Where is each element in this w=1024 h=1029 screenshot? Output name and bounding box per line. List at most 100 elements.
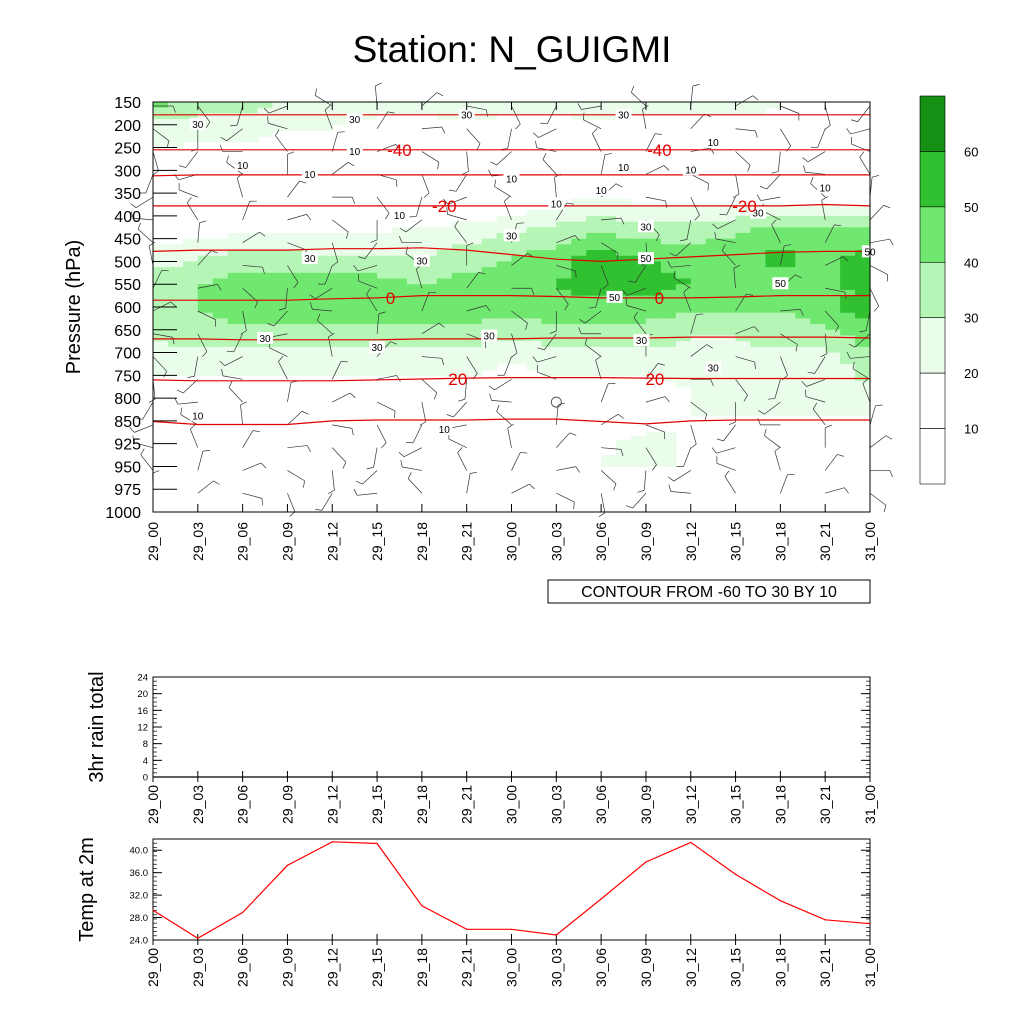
wind-barb-flag bbox=[130, 204, 136, 208]
humidity-cell bbox=[183, 256, 199, 262]
wind-barb bbox=[377, 402, 395, 411]
humidity-cell bbox=[795, 279, 811, 285]
humidity-cell bbox=[571, 222, 587, 228]
humidity-cell bbox=[721, 261, 737, 267]
humidity-cell bbox=[795, 370, 811, 376]
humidity-cell bbox=[751, 261, 767, 267]
humidity-cell bbox=[795, 210, 811, 216]
humidity-cell bbox=[377, 267, 393, 273]
y-tick-label: 600 bbox=[114, 300, 141, 317]
wind-barb bbox=[332, 393, 350, 402]
humidity-cell bbox=[810, 273, 826, 279]
wind-barb-flag bbox=[328, 490, 334, 493]
wind-barb bbox=[764, 436, 780, 448]
humidity-cell bbox=[795, 222, 811, 228]
humidity-cell bbox=[482, 347, 498, 353]
wind-barb-flag bbox=[406, 442, 413, 443]
humidity-cell bbox=[765, 301, 781, 307]
humidity-cell bbox=[258, 279, 274, 285]
humidity-cell bbox=[302, 284, 318, 290]
humidity-cell bbox=[168, 125, 184, 131]
humidity-cell bbox=[213, 330, 229, 336]
humidity-cell bbox=[332, 273, 348, 279]
humidity-cell bbox=[198, 370, 214, 376]
humidity-cell bbox=[721, 335, 737, 341]
humidity-cell bbox=[751, 335, 767, 341]
humidity-cell bbox=[362, 335, 378, 341]
humidity-cell bbox=[243, 136, 259, 142]
humidity-cell bbox=[512, 318, 528, 324]
y-tick-label: 16 bbox=[137, 706, 148, 717]
humidity-cell bbox=[153, 353, 169, 359]
humidity-cell bbox=[452, 318, 468, 324]
x-tick-label: 30_09 bbox=[638, 522, 654, 561]
wind-barb bbox=[717, 463, 736, 470]
humidity-cell bbox=[721, 307, 737, 313]
humidity-cell bbox=[437, 261, 453, 267]
humidity-cell bbox=[586, 284, 602, 290]
wind-barb-flag bbox=[668, 477, 674, 481]
humidity-cell bbox=[736, 250, 752, 256]
wind-barb-flag bbox=[574, 502, 575, 509]
humidity-cell bbox=[810, 341, 826, 347]
humidity-cell bbox=[795, 330, 811, 336]
humidity-cell bbox=[228, 273, 244, 279]
wind-barb-flag bbox=[187, 197, 191, 203]
data-point bbox=[556, 776, 557, 777]
temperature-label: 0 bbox=[386, 289, 395, 308]
wind-barb bbox=[495, 379, 512, 390]
humidity-cell bbox=[407, 284, 423, 290]
wind-barb-flag bbox=[489, 386, 495, 390]
humidity-cell bbox=[825, 387, 841, 393]
humidity-cell bbox=[556, 353, 572, 359]
wind-barb-flag bbox=[758, 418, 761, 425]
humidity-cell bbox=[646, 455, 662, 467]
humidity-cell bbox=[825, 410, 841, 416]
wind-barb bbox=[684, 448, 691, 467]
humidity-cell bbox=[706, 301, 722, 307]
colorbar-segment bbox=[920, 96, 945, 151]
humidity-cell bbox=[825, 335, 841, 341]
x-tick-label: 30_03 bbox=[548, 785, 564, 824]
data-point bbox=[780, 776, 781, 777]
humidity-cell bbox=[213, 301, 229, 307]
wind-barb-flag bbox=[302, 411, 308, 414]
humidity-cell bbox=[765, 341, 781, 347]
wind-barb bbox=[805, 172, 825, 174]
humidity-cell bbox=[168, 261, 184, 267]
humidity-cell bbox=[467, 301, 483, 307]
humidity-cell bbox=[213, 313, 229, 319]
humidity-cell bbox=[751, 392, 767, 398]
humidity-cell bbox=[795, 318, 811, 324]
humidity-cell bbox=[825, 324, 841, 330]
wind-barb-flag bbox=[717, 439, 724, 441]
humidity-cell bbox=[228, 358, 244, 364]
wind-barb bbox=[190, 429, 197, 448]
humidity-cell bbox=[706, 410, 722, 416]
wind-barb-flag bbox=[533, 133, 538, 138]
temperature-label: -40 bbox=[387, 141, 412, 160]
humidity-cell bbox=[556, 284, 572, 290]
humidity-cell bbox=[691, 273, 707, 279]
wind-barb-flag bbox=[757, 195, 761, 201]
wind-barb-flag bbox=[708, 183, 709, 190]
humidity-cell bbox=[258, 318, 274, 324]
humidity-cell bbox=[855, 324, 871, 330]
humidity-cell bbox=[541, 273, 557, 279]
humidity-cell bbox=[482, 244, 498, 250]
wind-barb bbox=[237, 178, 243, 197]
wind-barb bbox=[825, 106, 830, 125]
humidity-cell bbox=[691, 284, 707, 290]
humidity-cell bbox=[467, 261, 483, 267]
colorbar-segment bbox=[920, 207, 945, 262]
humidity-cell bbox=[362, 330, 378, 336]
rh-contour-label: 10 bbox=[708, 138, 720, 149]
humidity-cell bbox=[810, 227, 826, 233]
humidity-cell bbox=[676, 335, 692, 341]
humidity-cell bbox=[795, 244, 811, 250]
humidity-cell bbox=[795, 353, 811, 359]
rh-contour-label: 30 bbox=[416, 256, 428, 267]
humidity-cell bbox=[795, 301, 811, 307]
wind-barb-flag bbox=[664, 166, 669, 171]
humidity-cell bbox=[317, 244, 333, 250]
